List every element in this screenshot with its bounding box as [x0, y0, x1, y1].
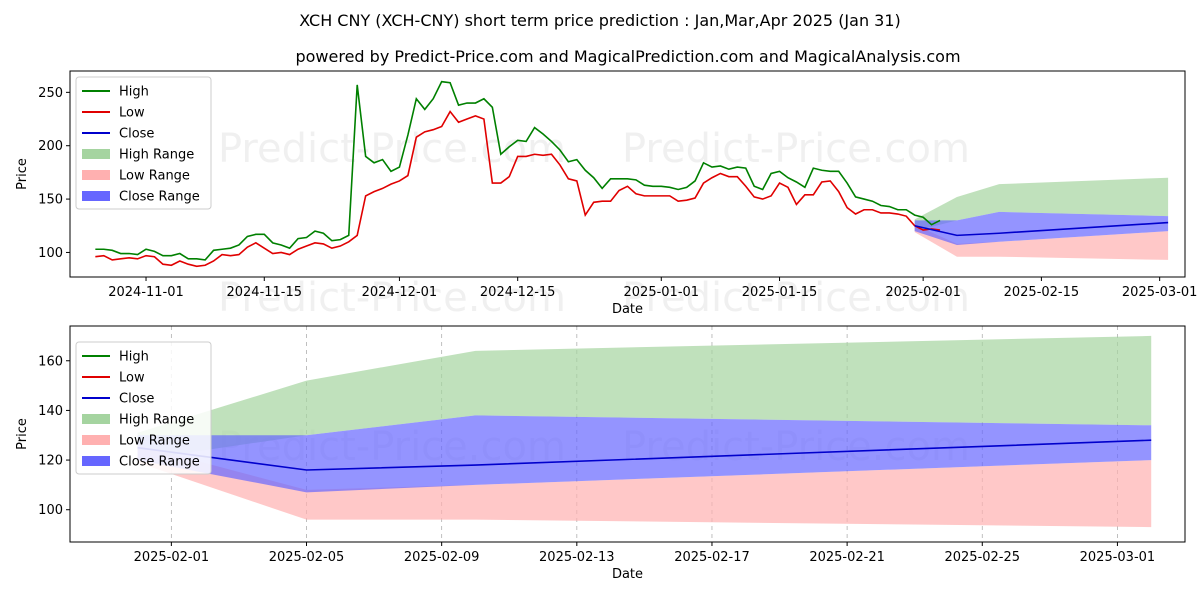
legend-label-low: Low [119, 106, 145, 121]
x-tick-label: 2025-02-17 [674, 550, 750, 565]
legend-label-close: Close [119, 127, 154, 142]
x-tick-label: 2024-11-01 [108, 285, 184, 300]
x-tick-label: 2025-03-01 [1122, 285, 1198, 300]
series-line-close [137, 439, 1152, 471]
x-tick-label: 2025-01-01 [624, 285, 700, 300]
history-panel: Predict-Price.com Predict-Price.com Predic… [15, 70, 1198, 321]
y-tick-label: 100 [38, 246, 63, 261]
close-range-band [914, 211, 1169, 245]
x-tick-label: 2024-12-01 [362, 285, 438, 300]
legend-swatch-high-range [82, 414, 110, 424]
x-tick-label: 2024-11-15 [226, 285, 302, 300]
axes-frame [69, 325, 1186, 543]
watermark-text: Predict-Price.com [622, 126, 970, 172]
legend-label-high-range: High Range [119, 148, 194, 163]
axes-frame [69, 70, 1186, 278]
watermark-text: Predict-Price.com [218, 126, 566, 172]
x-tick-label: 2025-02-13 [539, 550, 615, 565]
x-tick-label: 2025-01-15 [742, 285, 818, 300]
legend-swatch-low-range [82, 170, 110, 180]
low-range-band [137, 445, 1152, 528]
x-tick-label: 2025-02-01 [885, 285, 961, 300]
legend-label-low-range: Low Range [119, 434, 190, 449]
y-tick-label: 200 [38, 139, 63, 154]
chart-subtitle: powered by Predict-Price.com and Magical… [295, 47, 960, 66]
y-tick-label: 250 [38, 86, 63, 101]
x-tick-label: 2025-02-21 [809, 550, 885, 565]
chart-legend: High Low Close High Range Low Range Close Ran… [75, 341, 212, 475]
x-tick-label: 2025-02-09 [404, 550, 480, 565]
legend-label-high: High [119, 350, 149, 365]
legend-label-close-range: Close Range [119, 455, 200, 470]
x-tick-label: 2024-12-15 [480, 285, 556, 300]
legend-label-low-range: Low Range [119, 169, 190, 184]
y-tick-label: 150 [38, 193, 63, 208]
y-tick-label: 120 [38, 454, 63, 469]
x-tick-label: 2025-02-15 [1004, 285, 1080, 300]
legend-swatch-close-range [82, 456, 110, 466]
series-line-low [95, 110, 941, 268]
y-tick-label: 140 [38, 404, 63, 419]
chart-title: XCH CNY (XCH-CNY) short term price predi… [299, 11, 901, 30]
series-line-high [95, 80, 941, 261]
watermark-text: Predict-Price.com [622, 275, 970, 321]
forecast-panel: Predict-Price.comPredict-Price.com2025-0… [15, 325, 1186, 582]
y-tick-label: 160 [38, 354, 63, 369]
y-tick-label: 100 [38, 503, 63, 518]
chart-legend: High Low Close High Range Low Range Close Ran… [75, 76, 212, 210]
legend-label-close: Close [119, 392, 154, 407]
high-range-band [914, 177, 1169, 232]
legend-label-high: High [119, 85, 149, 100]
legend-swatch-low-range [82, 435, 110, 445]
x-axis-label: Date [612, 302, 643, 317]
series-line-close [914, 221, 1169, 237]
y-axis-label: Price [15, 418, 30, 450]
x-tick-label: 2025-02-01 [134, 550, 210, 565]
legend-swatch-close-range [82, 191, 110, 201]
x-tick-label: 2025-02-25 [944, 550, 1020, 565]
x-tick-label: 2025-02-05 [269, 550, 345, 565]
x-tick-label: 2025-03-01 [1080, 550, 1156, 565]
legend-label-close-range: Close Range [119, 190, 200, 205]
legend-label-low: Low [119, 371, 145, 386]
y-axis-label: Price [15, 158, 30, 190]
low-range-band [914, 224, 1169, 260]
legend-swatch-high-range [82, 149, 110, 159]
x-axis-label: Date [612, 567, 643, 582]
close-range-band [137, 415, 1152, 493]
watermark-text: Predict-Price.com [218, 275, 566, 321]
high-range-band [137, 335, 1152, 461]
legend-label-high-range: High Range [119, 413, 194, 428]
